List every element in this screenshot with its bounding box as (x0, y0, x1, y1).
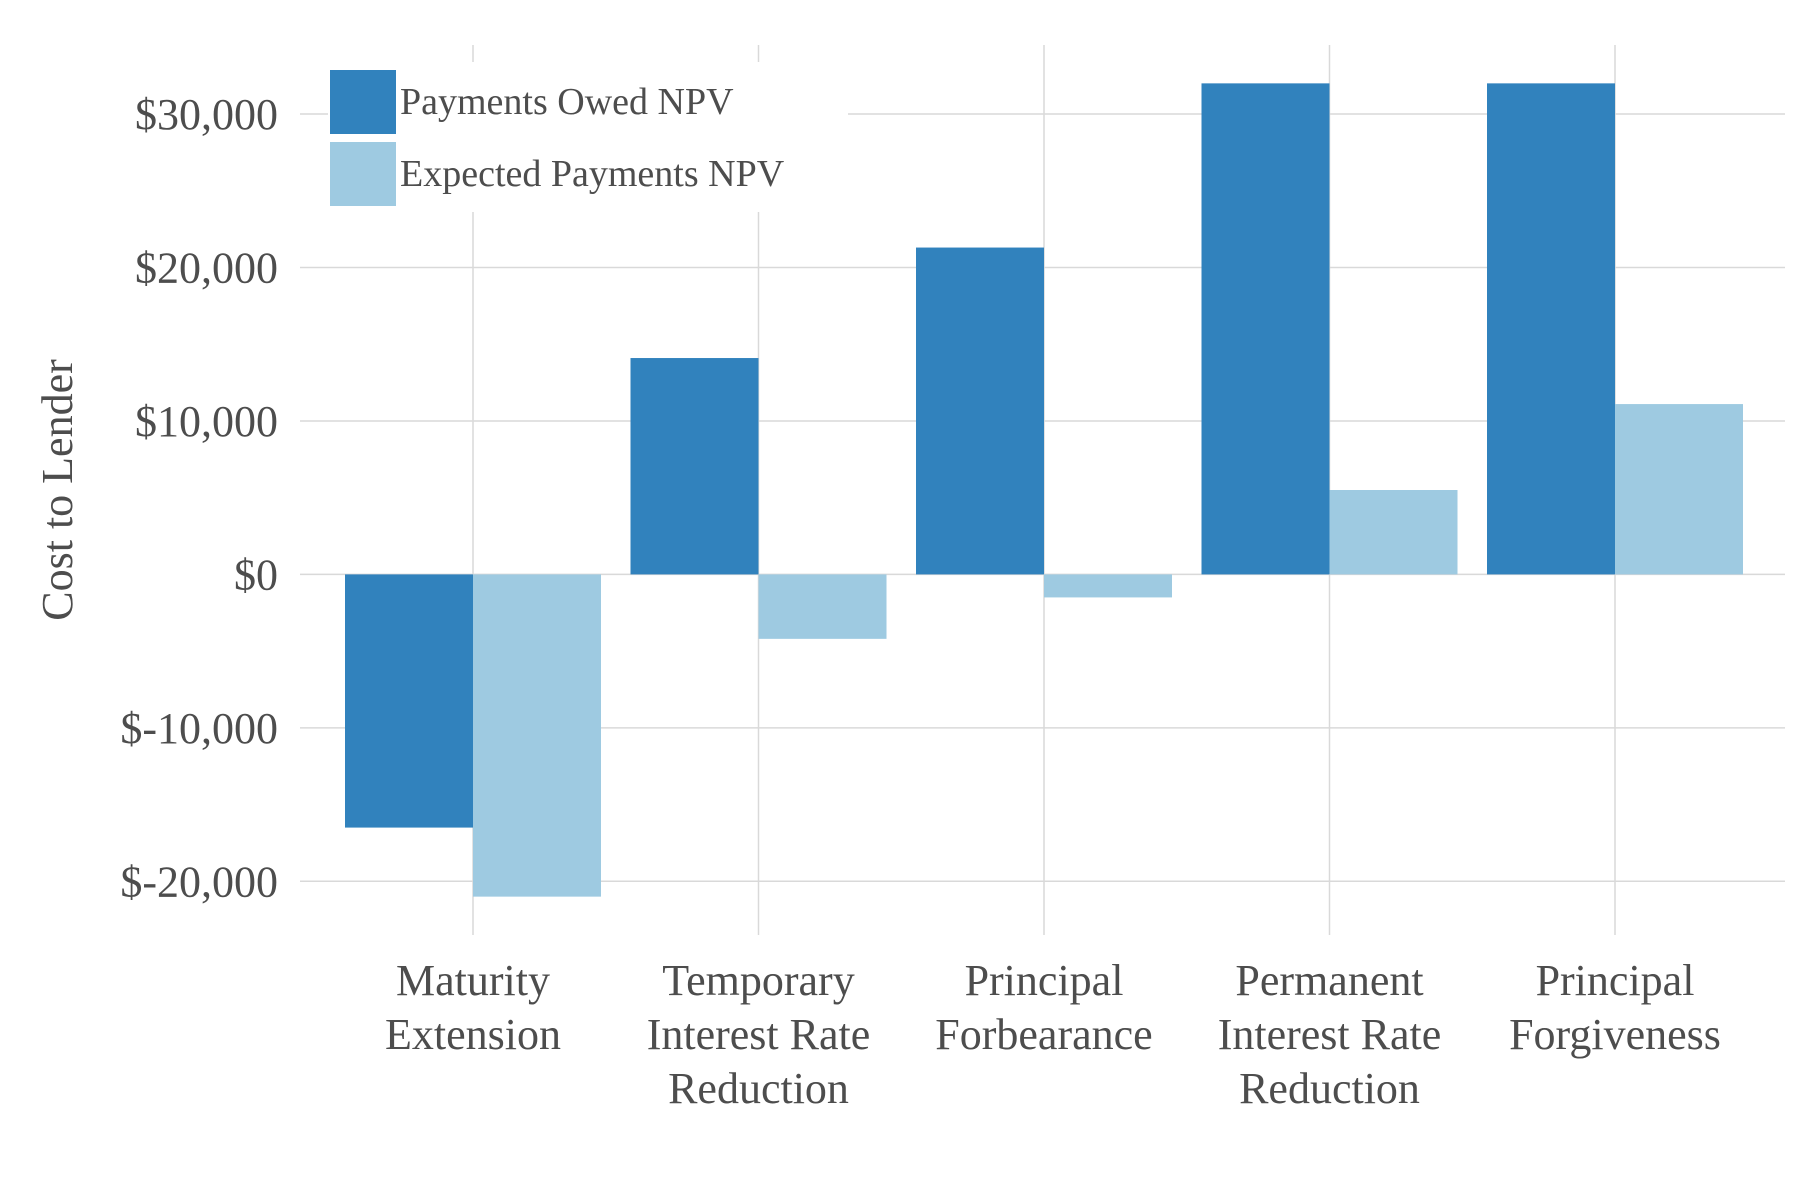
y-tick-label: $30,000 (135, 90, 278, 139)
bar-payments-owed (1487, 83, 1615, 575)
y-tick-label: $0 (234, 550, 278, 599)
x-category-label: Principal Forbearance (935, 956, 1152, 1059)
bar-payments-owed (630, 358, 759, 575)
legend-swatch (330, 70, 396, 134)
x-category-label: Permanent Interest Rate Reduction (1218, 956, 1442, 1113)
x-category-label: Temporary Interest Rate Reduction (647, 956, 871, 1113)
y-tick-label: $-20,000 (120, 857, 278, 906)
y-axis-tick-labels: $-20,000 $-10,000 $0 $10,000 $20,000 $30,000 (120, 90, 278, 906)
bar-payments-owed (916, 247, 1044, 575)
bar-expected-payments (473, 574, 601, 897)
x-axis-category-labels: Maturity Extension Temporary Interest Rate R… (385, 956, 1721, 1113)
legend-label: Expected Payments NPV (400, 153, 785, 195)
bar-expected-payments (1044, 574, 1172, 598)
x-category-label: Principal Forgiveness (1509, 956, 1721, 1059)
y-tick-label: $-10,000 (120, 704, 278, 753)
x-category-label: Maturity Extension (385, 956, 561, 1059)
y-tick-label: $20,000 (135, 244, 278, 293)
legend-swatch (330, 142, 396, 206)
bar-expected-payments (1329, 490, 1458, 575)
bar-expected-payments (758, 574, 887, 639)
y-tick-label: $10,000 (135, 397, 278, 446)
bar-payments-owed (1201, 83, 1330, 575)
y-axis-title: Cost to Lender (33, 359, 82, 621)
legend-label: Payments Owed NPV (400, 81, 734, 123)
bar-payments-owed (345, 574, 473, 828)
legend-background (328, 62, 848, 212)
bars (345, 83, 1743, 897)
legend: Payments Owed NPV Expected Payments NPV (328, 62, 848, 212)
bar-expected-payments (1615, 404, 1743, 575)
